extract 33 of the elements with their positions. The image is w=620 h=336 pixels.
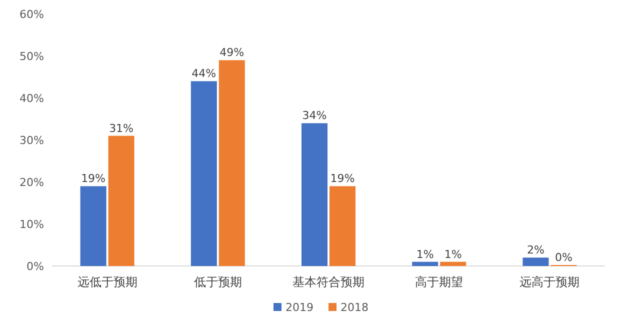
bar xyxy=(330,186,356,266)
x-tick-label: 低于预期 xyxy=(194,275,242,289)
bar xyxy=(80,186,106,266)
y-tick-label: 20% xyxy=(20,176,44,189)
legend-label: 2018 xyxy=(340,301,368,314)
bar xyxy=(440,262,466,266)
y-tick-label: 60% xyxy=(20,8,44,21)
data-label: 49% xyxy=(220,46,244,60)
data-label: 1% xyxy=(444,248,462,261)
y-tick-label: 0% xyxy=(26,260,44,273)
data-label: 34% xyxy=(302,109,327,122)
y-tick-label: 30% xyxy=(20,134,44,147)
x-tick-label: 基本符合预期 xyxy=(292,275,364,289)
y-tick-label: 40% xyxy=(20,92,44,105)
legend-label: 2019 xyxy=(286,301,314,314)
data-label: 19% xyxy=(330,172,355,186)
data-label: 0% xyxy=(554,251,572,264)
x-tick-label: 高于期望 xyxy=(415,275,464,289)
x-tick-label: 远低于预期 xyxy=(77,275,138,289)
y-tick-label: 50% xyxy=(20,50,44,63)
data-label: 1% xyxy=(416,248,434,261)
data-label: 44% xyxy=(192,67,216,80)
bar xyxy=(108,136,134,266)
data-label: 19% xyxy=(81,172,106,186)
y-tick-label: 10% xyxy=(20,218,44,231)
bar xyxy=(218,60,245,266)
bar xyxy=(302,123,328,266)
data-label: 31% xyxy=(109,122,134,135)
bar xyxy=(412,262,438,266)
bar xyxy=(190,81,217,266)
data-label: 2% xyxy=(526,244,544,257)
bar xyxy=(522,258,549,266)
x-tick-label: 远高于预期 xyxy=(520,275,580,289)
